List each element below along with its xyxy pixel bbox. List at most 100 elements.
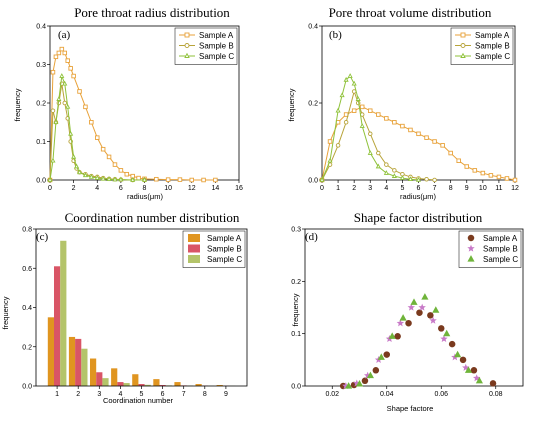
panel-a-plot: 0 2 4 6 8 10 12 14 16 0.0 0.1 0.2 0.3 0.4 Sample A Samp… <box>36 24 243 193</box>
x-tick-label: 14 <box>211 185 219 192</box>
series-line <box>49 83 145 181</box>
legend-swatch <box>188 234 200 242</box>
panel-d-title: Shape factor distribution <box>354 210 483 225</box>
data-point <box>62 80 68 86</box>
data-point <box>94 135 100 140</box>
data-point <box>100 175 106 181</box>
data-point <box>83 104 88 110</box>
data-point <box>405 319 412 327</box>
data-point <box>388 332 396 339</box>
data-point <box>59 73 65 78</box>
panel-a-title: Pore throat radius distribution <box>74 5 230 20</box>
data-point <box>383 170 389 175</box>
data-point <box>100 146 106 152</box>
x-tick-label: 0.04 <box>380 391 394 398</box>
y-tick-label: 0.0 <box>308 178 318 185</box>
data-point <box>62 100 68 106</box>
data-point <box>399 175 405 180</box>
data-point <box>189 177 194 183</box>
bar-series <box>54 266 229 386</box>
panel-b-letter: (b) <box>329 29 342 41</box>
x-tick-label: 0 <box>320 185 324 192</box>
panel-d: Shape factor distribution (d) Shape fact… <box>291 210 524 413</box>
data-point <box>335 107 341 113</box>
legend-marker <box>184 52 190 58</box>
panel-b: Pore throat volume distribution (b) radi… <box>287 5 519 201</box>
x-tick-label: 3 <box>368 185 372 192</box>
panel-c-letter: (c) <box>36 231 49 243</box>
legend-entry: Sample C <box>483 255 518 264</box>
legend-marker <box>184 32 190 38</box>
x-tick-label: 2 <box>72 185 76 192</box>
bar <box>159 385 166 386</box>
panel-c-plot: 1 2 3 4 5 6 7 8 9 0.0 0.2 0.4 0.6 0.8 Sample A Sample B… <box>22 227 248 398</box>
data-point <box>399 314 407 321</box>
data-point <box>480 170 486 176</box>
x-tick-label: 11 <box>495 185 502 192</box>
legend-entry: Sample A <box>207 234 242 243</box>
series-line <box>49 75 145 181</box>
panel-d-xlabel: Shape factore <box>387 404 434 413</box>
data-point <box>512 177 518 183</box>
bar <box>60 240 67 386</box>
data-point <box>443 329 451 337</box>
panel-b-title: Pore throat volume distribution <box>329 5 492 20</box>
legend-marker <box>460 32 466 38</box>
bar <box>68 336 76 386</box>
data-point <box>118 168 124 173</box>
legend-entry: Sample C <box>207 255 242 264</box>
panel-c-ylabel: frequency <box>1 296 10 329</box>
y-tick-label: 0.0 <box>36 178 46 185</box>
panel-d-letter: (d) <box>305 231 318 243</box>
y-tick-label: 0.3 <box>291 227 301 234</box>
data-point <box>106 176 112 182</box>
panel-c-title: Coordination number distribution <box>65 210 240 225</box>
line-series <box>319 73 422 182</box>
data-point <box>201 177 206 183</box>
legend-entry: Sample B <box>207 245 242 254</box>
x-tick-label: 8 <box>203 391 207 398</box>
bar <box>195 384 202 386</box>
series-line <box>321 89 435 181</box>
bar <box>111 368 118 386</box>
x-tick-label: 4 <box>118 391 122 398</box>
data-point <box>335 143 341 148</box>
x-tick-label: 12 <box>188 185 196 192</box>
legend-entry: Sample B <box>199 42 234 51</box>
data-point <box>327 139 333 144</box>
data-point <box>424 135 429 140</box>
data-point <box>464 164 470 169</box>
line-series <box>319 104 518 183</box>
bar <box>102 378 109 386</box>
data-point <box>351 80 357 86</box>
x-tick-label: 1 <box>55 391 59 398</box>
data-point <box>56 96 62 101</box>
data-point <box>440 335 448 343</box>
panel-d-ylabel: frequency <box>291 293 300 326</box>
legend-swatch <box>188 255 200 263</box>
plot-frame <box>304 228 524 387</box>
legend-swatch <box>188 244 200 253</box>
y-tick-label: 0.4 <box>22 305 32 312</box>
line-series <box>47 73 148 182</box>
data-point <box>177 177 183 182</box>
y-tick-label: 0.2 <box>308 101 318 108</box>
data-point <box>367 150 373 155</box>
x-tick-label: 2 <box>76 391 80 398</box>
data-point <box>74 163 80 169</box>
bar <box>153 379 160 386</box>
data-point <box>366 371 374 379</box>
data-point <box>71 73 76 79</box>
data-point <box>394 333 401 340</box>
bar <box>47 317 54 386</box>
data-point <box>368 108 373 113</box>
panel-b-xlabel: radius(μm) <box>400 192 436 201</box>
y-tick-label: 0.2 <box>291 279 301 286</box>
x-tick-label: 5 <box>140 391 144 398</box>
x-tick-label: 8 <box>143 185 147 192</box>
x-tick-label: 5 <box>400 185 404 192</box>
data-point <box>89 119 94 125</box>
bar <box>138 384 145 386</box>
x-tick-label: 7 <box>182 391 186 398</box>
